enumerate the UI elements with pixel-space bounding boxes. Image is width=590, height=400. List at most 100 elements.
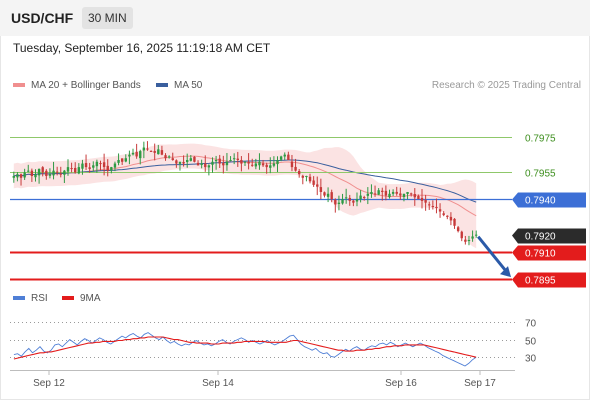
candle-body xyxy=(449,216,453,221)
candle-body xyxy=(417,196,420,200)
candle-body xyxy=(435,206,438,208)
candle-body xyxy=(409,193,413,195)
candle-body xyxy=(283,154,286,157)
candle-body xyxy=(363,197,366,199)
rsi-ma-swatch xyxy=(62,296,74,301)
candle-body xyxy=(149,150,153,152)
level-label-0.7940: 0.7940 xyxy=(525,196,556,207)
candle-body xyxy=(55,171,59,173)
candle-body xyxy=(474,234,478,236)
candle-body xyxy=(182,161,185,164)
candle-body xyxy=(453,218,456,226)
candle-body xyxy=(164,155,167,159)
candle-body xyxy=(258,161,261,166)
candle-body xyxy=(102,162,106,168)
candle-body xyxy=(34,174,37,178)
candle-body xyxy=(438,209,442,212)
candle-body xyxy=(99,163,102,165)
candle-body xyxy=(294,166,297,171)
candle-body xyxy=(420,197,424,201)
level-label-0.7975: 0.7975 xyxy=(525,134,556,145)
candle-body xyxy=(269,165,272,168)
candle-body xyxy=(377,190,380,195)
candle-body xyxy=(204,163,207,168)
candle-body xyxy=(66,167,70,172)
level-tag-0.7910 xyxy=(512,245,586,261)
candle-body xyxy=(146,148,149,150)
candle-body xyxy=(135,151,138,157)
research-credit: Research © 2025 Trading Central xyxy=(431,80,581,91)
candle-body xyxy=(384,190,388,196)
candle-body xyxy=(388,193,391,198)
candle-body xyxy=(348,197,351,201)
candle-body xyxy=(456,227,460,232)
candle-body xyxy=(45,170,48,176)
bollinger-band xyxy=(13,143,477,249)
candle-body xyxy=(157,149,160,155)
level-tag-0.7920 xyxy=(512,228,586,244)
rsi-line xyxy=(13,332,477,367)
candle-body xyxy=(247,161,250,164)
candle-body xyxy=(272,163,276,166)
candle-body xyxy=(323,192,326,196)
candle-body xyxy=(229,160,232,161)
candle-body xyxy=(265,164,268,168)
candle-body xyxy=(337,202,341,205)
candle-body xyxy=(211,161,214,165)
rsi-tick-30: 30 xyxy=(525,354,537,365)
candle-body xyxy=(287,154,290,160)
candle-body xyxy=(178,161,182,164)
candle-body xyxy=(330,192,333,200)
legend-ma50: MA 50 xyxy=(156,80,202,91)
candle-body xyxy=(370,192,373,194)
candle-body xyxy=(446,215,449,217)
candle-body xyxy=(359,195,362,200)
candle-body xyxy=(442,213,445,216)
x-tick-label: Sep 17 xyxy=(464,378,496,389)
candle-body xyxy=(424,199,427,203)
candle-body xyxy=(175,160,178,164)
candle-body xyxy=(344,197,348,199)
candle-body xyxy=(77,167,81,174)
candle-body xyxy=(232,158,236,160)
candle-body xyxy=(391,192,395,194)
candle-body xyxy=(381,190,384,192)
candle-body xyxy=(70,168,73,170)
candle-body xyxy=(23,172,26,178)
candle-body xyxy=(243,161,247,163)
legend-ma20-label: MA 20 + Bollinger Bands xyxy=(31,80,141,91)
candle-body xyxy=(406,192,409,194)
ma50-line xyxy=(13,159,477,203)
level-label-0.7955: 0.7955 xyxy=(525,169,556,180)
candle-body xyxy=(366,193,370,196)
candle-body xyxy=(84,163,88,168)
candle-body xyxy=(399,193,402,196)
forecast-arrow-shaft xyxy=(477,235,508,273)
candle-body xyxy=(167,156,171,158)
candle-body xyxy=(120,158,124,162)
candle-body xyxy=(464,239,467,242)
candle-body xyxy=(153,150,156,153)
candle-body xyxy=(279,156,283,160)
level-tag-0.7940 xyxy=(512,192,586,208)
rsi-ma-line xyxy=(13,336,477,360)
candle-body xyxy=(193,156,196,162)
candle-body xyxy=(413,194,416,198)
candle-body xyxy=(316,184,319,187)
candle-body xyxy=(95,161,99,167)
candle-body xyxy=(110,167,113,171)
candle-body xyxy=(139,151,142,159)
candle-body xyxy=(63,170,66,175)
level-tag-0.7895 xyxy=(512,272,586,288)
candle-body xyxy=(48,174,52,176)
candle-body xyxy=(214,160,218,162)
candle-body xyxy=(16,174,19,178)
candle-body xyxy=(142,147,146,151)
candle-body xyxy=(471,236,474,239)
timeframe-badge[interactable]: 30 MIN xyxy=(82,7,133,29)
candle-body xyxy=(467,240,471,241)
candle-body xyxy=(196,162,200,166)
candle-body xyxy=(41,167,44,173)
candle-body xyxy=(92,165,95,168)
